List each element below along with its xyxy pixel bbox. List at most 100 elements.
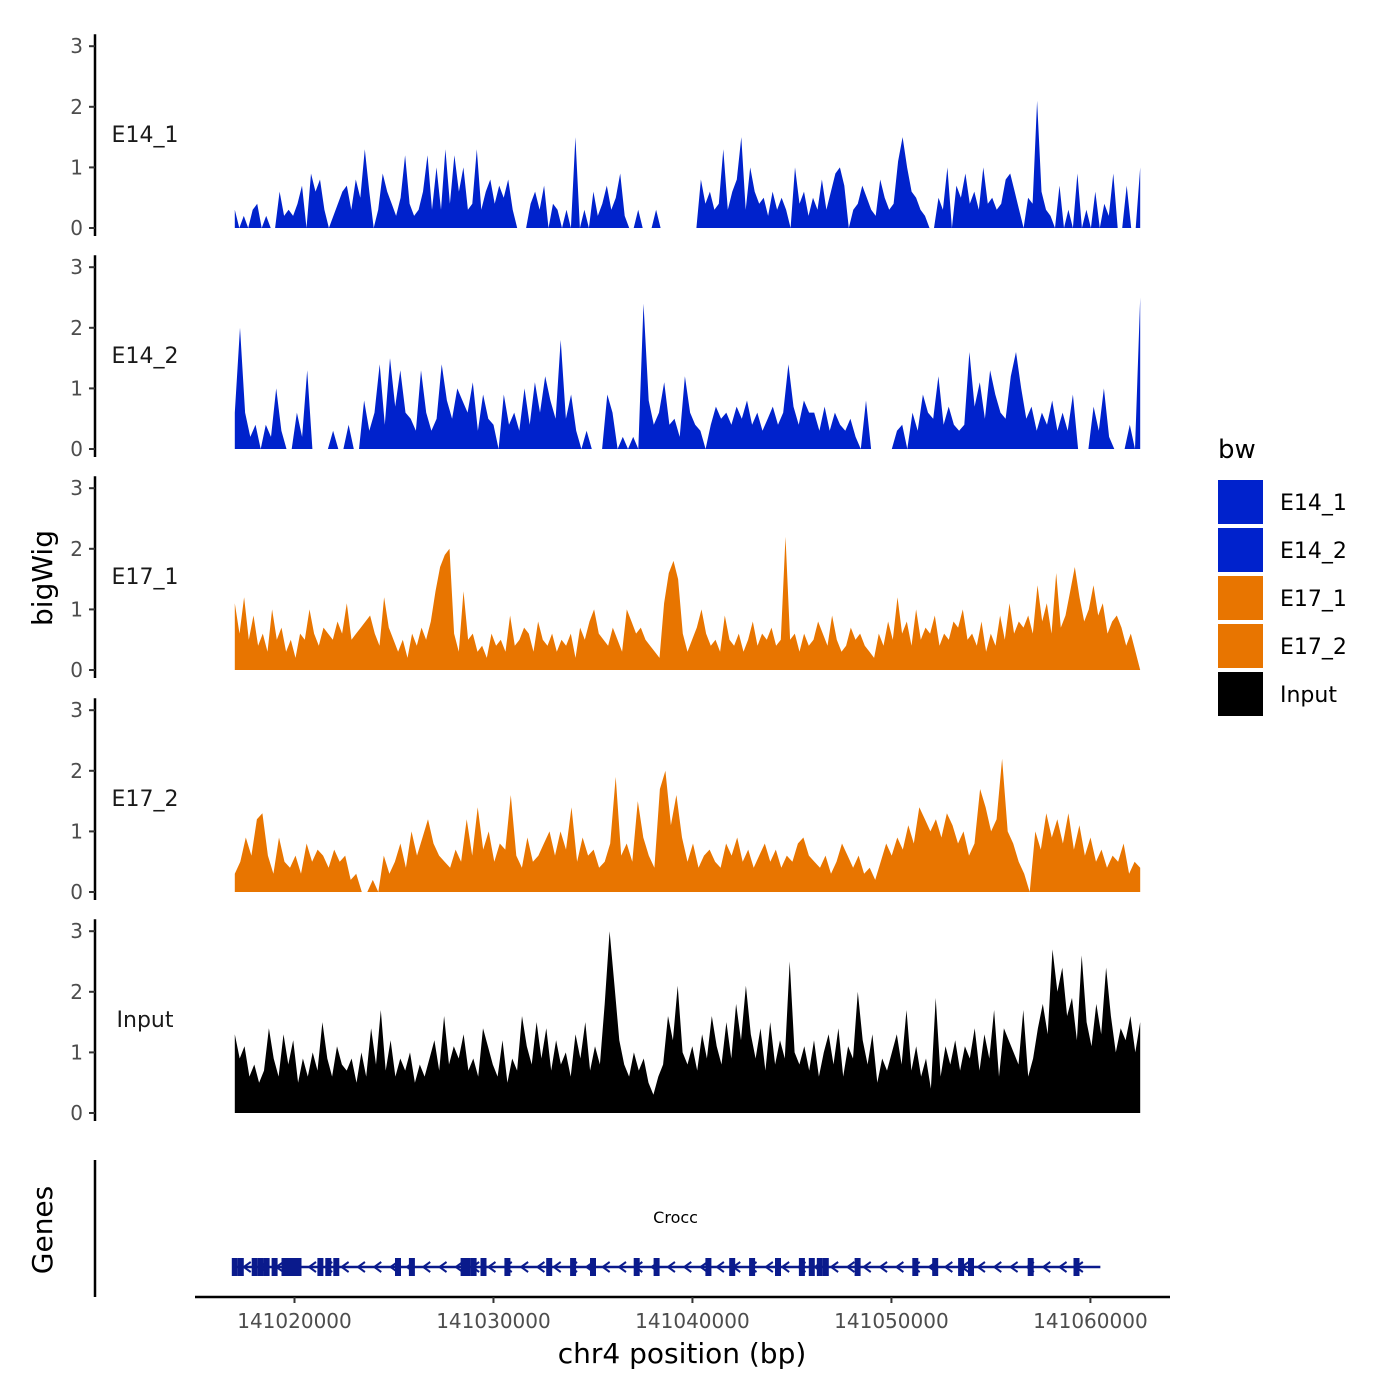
strand-arrow xyxy=(894,1261,904,1273)
x-axis-title: chr4 position (bp) xyxy=(558,1337,807,1370)
exon xyxy=(281,1258,288,1276)
y-tick-label: 2 xyxy=(70,537,83,561)
strand-arrow xyxy=(356,1261,366,1273)
exon xyxy=(854,1258,861,1276)
strand-arrow xyxy=(862,1261,872,1273)
y-tick-label: 3 xyxy=(70,255,83,279)
exon xyxy=(775,1258,781,1276)
strand-arrow xyxy=(1041,1261,1051,1273)
strand-arrow xyxy=(943,1261,953,1273)
exon xyxy=(263,1258,270,1276)
strand-arrow xyxy=(486,1261,497,1273)
strand-arrow xyxy=(1057,1261,1068,1273)
y-tick-label: 1 xyxy=(70,376,83,400)
exon xyxy=(958,1258,965,1276)
track-input: 0 1 2 3 Input xyxy=(70,919,1141,1125)
exon xyxy=(271,1258,278,1276)
exon xyxy=(257,1258,264,1276)
y-tick-label: 0 xyxy=(70,437,83,461)
x-tick-label: 141030000 xyxy=(436,1309,551,1333)
legend-swatch xyxy=(1218,528,1263,572)
exon xyxy=(470,1258,477,1276)
exon xyxy=(798,1258,805,1276)
exon xyxy=(822,1258,829,1276)
exon xyxy=(460,1258,467,1276)
signal-area-e17-1 xyxy=(234,536,1141,670)
strand-arrow xyxy=(976,1261,986,1273)
strand-arrow xyxy=(454,1261,464,1273)
signal-area-e14-2 xyxy=(234,297,1141,449)
y-tick-label: 0 xyxy=(70,880,83,904)
strand-arrow xyxy=(552,1261,562,1273)
legend-label: E14_2 xyxy=(1280,539,1347,564)
gene-track: Crocc 141020000 141030000 141040000 14105000… xyxy=(93,1160,1170,1333)
exon xyxy=(749,1258,756,1276)
bigwig-tracks: 0 1 2 3 E14_1 0 1 2 3 E14_2 0 1 2 3 E17_1 0 1 2 3 E17_2 0 1 2 3… xyxy=(70,34,1141,1125)
y-tick-label: 2 xyxy=(70,316,83,340)
gene-name-label: Crocc xyxy=(653,1208,698,1227)
strand-arrow xyxy=(698,1261,709,1273)
y-tick-label: 0 xyxy=(70,1101,83,1125)
exon xyxy=(504,1258,511,1276)
signal-area-e14-1 xyxy=(234,100,1141,228)
legend-swatch xyxy=(1218,576,1263,620)
legend-entry: E14_1 xyxy=(1218,480,1347,524)
exon xyxy=(251,1258,258,1276)
strand-arrow xyxy=(829,1261,839,1273)
x-tick-label: 141050000 xyxy=(834,1309,949,1333)
y-tick-label: 1 xyxy=(70,1040,83,1064)
strand-arrow xyxy=(372,1261,382,1273)
track-label: E17_1 xyxy=(112,565,179,590)
track-label: E14_2 xyxy=(112,344,179,369)
exon xyxy=(1027,1258,1034,1276)
track-e14-1: 0 1 2 3 E14_1 xyxy=(70,34,1141,240)
x-tick-label: 141040000 xyxy=(635,1309,750,1333)
legend-label: E17_2 xyxy=(1280,635,1347,660)
y-tick-label: 3 xyxy=(70,34,83,58)
legend-entry: Input xyxy=(1218,672,1337,716)
strand-arrow xyxy=(780,1261,790,1273)
exon xyxy=(1073,1258,1080,1276)
track-label: Input xyxy=(117,1008,174,1033)
genes-axis-title: Genes xyxy=(26,1186,59,1274)
legend: bw E14_1 E14_2 E17_1 E17_2 Input xyxy=(1218,435,1347,716)
legend-entry: E17_1 xyxy=(1218,576,1347,620)
legend-label: Input xyxy=(1280,683,1337,708)
exon xyxy=(570,1258,577,1276)
legend-label: E17_1 xyxy=(1280,587,1347,612)
y-tick-label: 3 xyxy=(70,476,83,500)
strand-arrow xyxy=(715,1261,725,1273)
strand-arrow xyxy=(339,1261,350,1273)
strand-arrow xyxy=(600,1261,611,1273)
strand-arrow xyxy=(535,1261,546,1273)
exon xyxy=(231,1258,238,1276)
legend-title: bw xyxy=(1218,435,1256,465)
legend-swatch xyxy=(1218,672,1263,716)
y-axis-title: bigWig xyxy=(26,530,59,626)
strand-arrow xyxy=(421,1261,431,1273)
exon xyxy=(333,1258,340,1276)
legend-entry: E17_2 xyxy=(1218,624,1347,668)
legend-swatch xyxy=(1218,624,1263,668)
legend-swatch xyxy=(1218,480,1263,524)
exon xyxy=(317,1258,324,1276)
legend-label: E14_1 xyxy=(1280,491,1347,516)
signal-area-e17-2 xyxy=(234,758,1141,892)
exon xyxy=(546,1258,553,1276)
legend-entries: E14_1 E14_2 E17_1 E17_2 Input xyxy=(1218,480,1347,716)
x-tick-label: 141060000 xyxy=(1033,1309,1148,1333)
exon xyxy=(237,1258,244,1276)
exon xyxy=(590,1258,596,1276)
exon xyxy=(653,1258,660,1276)
track-e14-2: 0 1 2 3 E14_2 xyxy=(70,255,1141,461)
exon xyxy=(464,1258,471,1276)
exon xyxy=(705,1258,712,1276)
strand-arrow xyxy=(992,1261,1002,1273)
strand-arrow xyxy=(878,1261,888,1273)
strand-arrow xyxy=(1008,1261,1019,1273)
x-tick-label: 141020000 xyxy=(237,1309,352,1333)
y-tick-label: 1 xyxy=(70,819,83,843)
exon xyxy=(287,1258,294,1276)
y-tick-label: 2 xyxy=(70,759,83,783)
